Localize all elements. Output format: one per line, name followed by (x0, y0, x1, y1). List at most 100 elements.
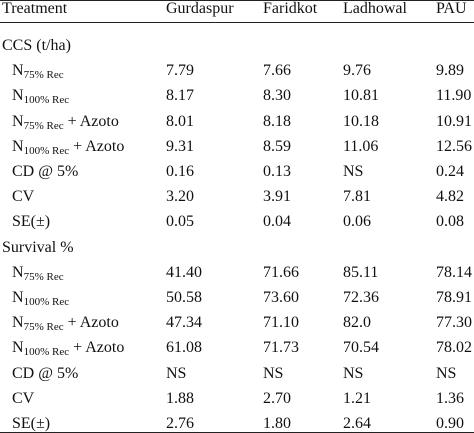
label-base: N (12, 289, 24, 306)
cell-value: 0.90 (436, 415, 464, 432)
cell-value: 78.02 (436, 339, 472, 357)
cell-value: 8.59 (263, 137, 291, 155)
cell-value: 8.30 (263, 87, 291, 105)
row-label: CD @ 5% (12, 364, 79, 382)
cell-value: 10.18 (343, 112, 379, 130)
label-subscript: 75% Rec (23, 69, 64, 82)
cell-value: 71.66 (263, 263, 299, 281)
cell-value: 1.88 (166, 389, 194, 407)
cell-value: 1.36 (436, 389, 464, 407)
cell-value: 70.54 (343, 339, 379, 357)
cell-value: 10.91 (436, 112, 472, 130)
label-suffix: + Azoto (73, 339, 125, 357)
row-label: CD @ 5% (12, 163, 79, 180)
row-label: SE(±) (12, 213, 51, 231)
cell-value: 50.58 (166, 289, 202, 306)
cell-value: 3.20 (166, 188, 194, 206)
row-label: N100% Rec + Azoto (12, 137, 124, 157)
column-header: PAU (436, 0, 467, 17)
cell-value: 61.08 (166, 339, 202, 357)
row-label: CV (12, 188, 35, 206)
column-header: Faridkot (263, 0, 318, 17)
cell-value: 2.70 (263, 389, 291, 407)
label-subscript: 75% Rec (23, 119, 64, 132)
cell-value: 1.80 (263, 415, 291, 432)
row-label: N75% Rec (12, 61, 64, 81)
cell-value: 8.01 (166, 112, 194, 130)
label-subscript: 100% Rec (23, 144, 70, 157)
cell-value: 0.04 (263, 213, 291, 231)
label-subscript: 100% Rec (23, 346, 70, 359)
label-subscript: 75% Rec (23, 321, 64, 334)
cell-value: 82.0 (343, 314, 371, 332)
cell-value: 1.21 (343, 389, 371, 407)
label-suffix: + Azoto (73, 137, 125, 155)
column-header: Gurdaspur (166, 0, 234, 17)
cell-value: 4.82 (436, 188, 464, 206)
row-label: N100% Rec (12, 86, 69, 106)
label-suffix: + Azoto (67, 314, 119, 332)
cell-value: 2.64 (343, 415, 371, 432)
cell-value: NS (343, 163, 364, 180)
cell-value: 0.08 (436, 213, 464, 231)
cell-value: 41.40 (166, 263, 202, 281)
top-rule (0, 0, 474, 1)
cell-value: 71.73 (263, 339, 299, 357)
cell-value: 0.24 (436, 163, 464, 180)
label-subscript: 100% Rec (23, 296, 70, 308)
cell-value: 7.79 (166, 62, 194, 80)
label-base: N (12, 87, 24, 105)
label-base: N (12, 314, 24, 332)
label-base: N (12, 263, 24, 281)
label-base: N (12, 62, 24, 80)
section-title: CCS (t/ha) (2, 37, 71, 54)
cell-value: 72.36 (343, 289, 379, 306)
column-header: Treatment (2, 0, 68, 17)
cell-value: 3.91 (263, 188, 291, 206)
cell-value: NS (166, 364, 187, 382)
cell-value: 9.89 (436, 62, 464, 80)
row-label: CV (12, 389, 35, 407)
cell-value: 12.56 (436, 137, 472, 155)
cell-value: 10.81 (343, 87, 379, 105)
cell-value: 77.30 (436, 314, 472, 332)
cell-value: 9.31 (166, 137, 194, 155)
row-label: N75% Rec (12, 263, 64, 283)
cell-value: 8.17 (166, 87, 194, 105)
row-label: SE(±) (12, 415, 51, 432)
row-label: N100% Rec (12, 288, 69, 308)
row-label: N75% Rec + Azoto (12, 112, 119, 132)
label-base: N (12, 137, 24, 155)
cell-value: 47.34 (166, 314, 202, 332)
cell-value: NS (436, 364, 457, 382)
cell-value: 71.10 (263, 314, 299, 332)
cell-value: 11.06 (343, 137, 379, 155)
row-label: N75% Rec + Azoto (12, 313, 119, 333)
cell-value: NS (343, 364, 364, 382)
cell-value: 0.13 (263, 163, 291, 180)
cell-value: 78.14 (436, 263, 472, 281)
cell-value: 85.11 (343, 263, 379, 281)
cell-value: 73.60 (263, 289, 299, 306)
cell-value: 0.05 (166, 213, 194, 231)
cell-value: 9.76 (343, 62, 371, 80)
label-suffix: + Azoto (67, 112, 119, 130)
cell-value: 78.91 (436, 289, 472, 306)
cell-value: 7.66 (263, 62, 291, 80)
cell-value: 0.16 (166, 163, 194, 180)
cell-value: 2.76 (166, 415, 194, 432)
label-base: N (12, 339, 24, 357)
column-header: Ladhowal (343, 0, 407, 17)
header-rule (0, 22, 474, 23)
section-title: Survival % (2, 238, 74, 256)
row-label: N100% Rec + Azoto (12, 338, 124, 358)
cell-value: 11.90 (436, 87, 472, 105)
cell-value: 8.18 (263, 112, 291, 130)
cell-value: 7.81 (343, 188, 371, 206)
label-base: N (12, 112, 24, 130)
cell-value: 0.06 (343, 213, 371, 231)
label-subscript: 100% Rec (23, 94, 70, 107)
label-subscript: 75% Rec (23, 270, 64, 283)
cell-value: NS (263, 364, 284, 382)
